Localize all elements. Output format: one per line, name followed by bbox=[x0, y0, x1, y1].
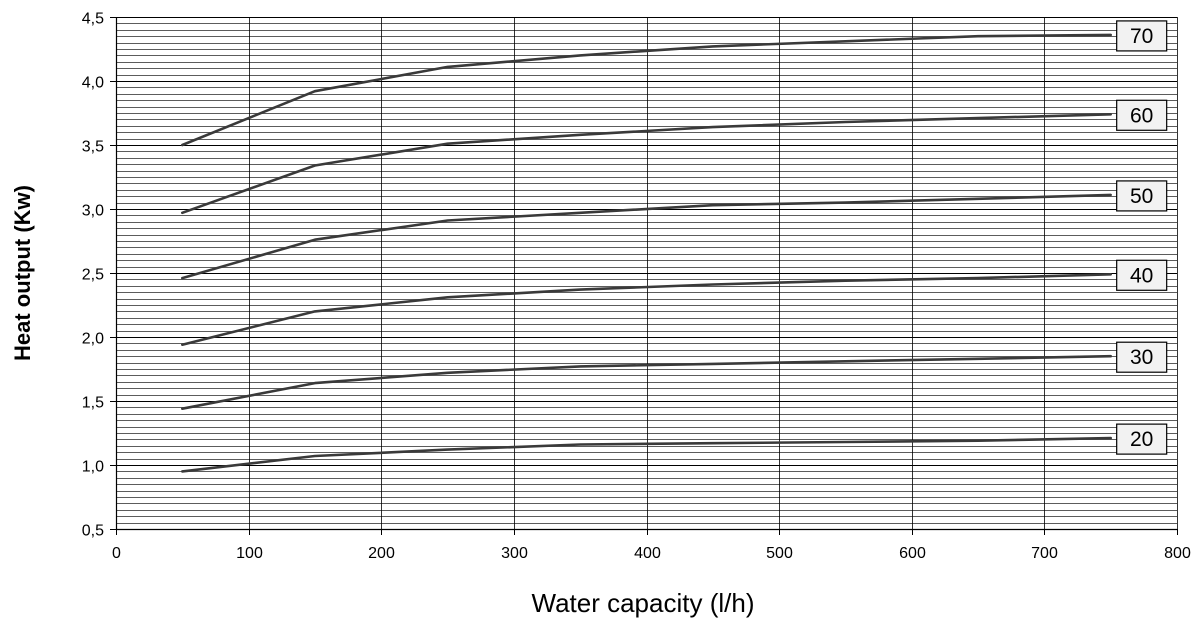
series-label-30: 30 bbox=[1130, 346, 1153, 369]
y-tick-label: 0,5 bbox=[82, 523, 104, 540]
series-label-20: 20 bbox=[1130, 428, 1153, 451]
series-line-50 bbox=[181, 193, 1112, 280]
x-tick-label: 100 bbox=[236, 545, 263, 562]
x-tick-label: 600 bbox=[899, 545, 926, 562]
series-line-60 bbox=[181, 113, 1112, 215]
x-tick-label: 200 bbox=[368, 545, 395, 562]
series-label-box-60 bbox=[1116, 99, 1168, 131]
y-tick-label: 4,5 bbox=[82, 11, 104, 28]
x-tick-label: 800 bbox=[1164, 545, 1191, 562]
y-tick-label: 4,0 bbox=[82, 75, 104, 92]
series-line-70 bbox=[181, 33, 1112, 147]
series-line-40 bbox=[181, 272, 1112, 347]
x-tick-label: 400 bbox=[634, 545, 661, 562]
series-label-box-40 bbox=[1116, 259, 1168, 291]
y-tick-label: 1,5 bbox=[82, 395, 104, 412]
y-tick-label: 3,0 bbox=[82, 203, 104, 220]
axes: 0,5 1,0 1,5 2,0 2,5 3,0 3,5 4,0 4,5 0 100 200 300 400… bbox=[82, 11, 1191, 563]
series-label-box-30 bbox=[1116, 341, 1168, 373]
series-label-40: 40 bbox=[1130, 264, 1153, 287]
series-labels: 20 30 40 50 60 70 bbox=[1116, 20, 1168, 455]
series-line-20 bbox=[181, 436, 1112, 473]
y-tick-label: 1,0 bbox=[82, 459, 104, 476]
series-lines bbox=[181, 33, 1112, 473]
grid bbox=[116, 17, 1178, 530]
series-label-box-20 bbox=[1116, 423, 1168, 455]
y-tick-label: 3,5 bbox=[82, 139, 104, 156]
x-tick-label: 300 bbox=[501, 545, 528, 562]
series-label-70: 70 bbox=[1130, 25, 1153, 48]
series-label-60: 60 bbox=[1130, 104, 1153, 127]
y-axis-title: Heat output (Kw) bbox=[10, 185, 35, 361]
y-tick-label: 2,5 bbox=[82, 267, 104, 284]
series-line-30 bbox=[181, 354, 1112, 411]
x-tick-label: 700 bbox=[1031, 545, 1058, 562]
x-tick-label: 500 bbox=[766, 545, 793, 562]
x-tick-label: 0 bbox=[112, 545, 121, 562]
series-label-50: 50 bbox=[1130, 185, 1153, 208]
series-label-box-70 bbox=[1116, 20, 1168, 52]
y-tick-label: 2,0 bbox=[82, 331, 104, 348]
x-axis-title: Water capacity (l/h) bbox=[532, 588, 755, 618]
series-label-box-50 bbox=[1116, 180, 1168, 212]
